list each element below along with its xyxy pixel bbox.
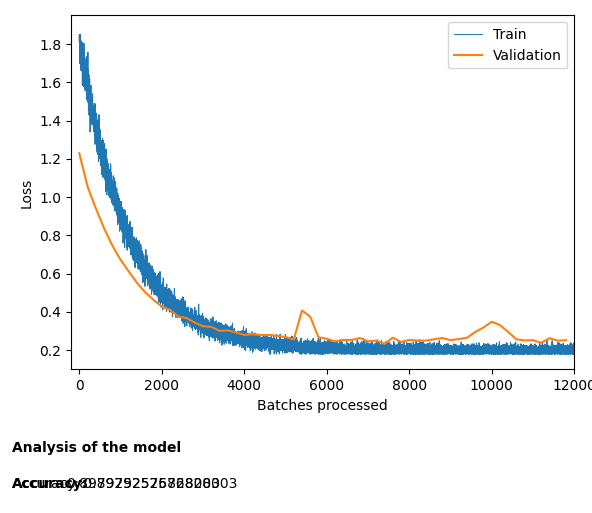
Train — [149, 278, 156, 284]
Validation — [200, 323, 207, 329]
Validation — [562, 337, 570, 343]
Y-axis label: Loss: Loss — [20, 177, 34, 207]
Train — [336, 338, 343, 344]
Text: Analysis of the model: Analysis of the model — [12, 441, 181, 455]
Validation — [216, 328, 223, 334]
Train — [76, 31, 83, 37]
X-axis label: Batches processed: Batches processed — [258, 399, 388, 412]
Text: Accuracy: 0.8979252576828003: Accuracy: 0.8979252576828003 — [12, 477, 237, 491]
Validation — [233, 329, 240, 336]
Legend: Train, Validation: Train, Validation — [448, 23, 567, 68]
Validation — [158, 304, 165, 310]
Train — [571, 350, 578, 356]
Validation — [76, 150, 83, 156]
Line: Validation: Validation — [79, 153, 566, 344]
Validation — [381, 341, 388, 347]
Train — [329, 346, 336, 352]
Train — [204, 322, 211, 328]
Text: 0.8979252576828003: 0.8979252576828003 — [66, 477, 220, 491]
Validation — [389, 334, 396, 341]
Line: Train: Train — [79, 34, 574, 354]
Text: Accuracy:: Accuracy: — [12, 477, 88, 491]
Train — [76, 32, 83, 38]
Train — [267, 351, 274, 357]
Train — [102, 165, 109, 171]
Train — [377, 349, 384, 355]
Validation — [241, 332, 248, 338]
